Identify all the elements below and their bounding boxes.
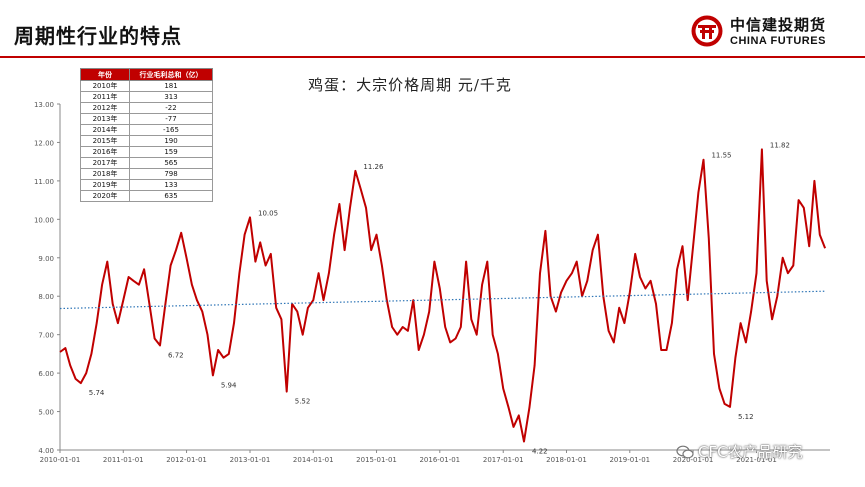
table-row: 2012年 -22 bbox=[80, 102, 213, 114]
table-row: 2016年 159 bbox=[80, 146, 213, 158]
table-cell-profit: 798 bbox=[129, 168, 213, 180]
x-tick-label: 2010-01-01 bbox=[40, 456, 81, 464]
table-cell-year: 2020年 bbox=[80, 190, 130, 202]
table-row: 2011年 313 bbox=[80, 91, 213, 103]
page-title: 周期性行业的特点 bbox=[14, 24, 182, 48]
table-cell-profit: 133 bbox=[129, 179, 213, 191]
table-cell-year: 2013年 bbox=[80, 113, 130, 125]
x-tick-label: 2015-01-01 bbox=[356, 456, 397, 464]
table-cell-year: 2019年 bbox=[80, 179, 130, 191]
table-cell-year: 2010年 bbox=[80, 80, 130, 92]
data-label: 4.22 bbox=[532, 448, 548, 456]
table-cell-profit: 313 bbox=[129, 91, 213, 103]
profit-table: 年份 行业毛利总和（亿） 2010年 181 2011年 313 2012年 -22 … bbox=[80, 68, 213, 202]
x-tick-label: 2017-01-01 bbox=[483, 456, 524, 464]
data-label: 11.26 bbox=[363, 163, 384, 171]
watermark: CFC农产品研究 bbox=[676, 441, 856, 465]
table-header-profit: 行业毛利总和（亿） bbox=[129, 68, 213, 81]
y-tick-label: 11.00 bbox=[34, 178, 54, 186]
table-cell-profit: 635 bbox=[129, 190, 213, 202]
table-cell-profit: -77 bbox=[129, 113, 213, 125]
x-tick-label: 2019-01-01 bbox=[609, 456, 650, 464]
table-cell-profit: 181 bbox=[129, 80, 213, 92]
data-label: 6.72 bbox=[168, 351, 184, 359]
y-tick-label: 7.00 bbox=[38, 332, 54, 340]
data-label: 11.82 bbox=[770, 141, 790, 149]
table-row: 2013年 -77 bbox=[80, 113, 213, 125]
data-label: 5.94 bbox=[221, 381, 237, 389]
data-label: 5.52 bbox=[295, 398, 311, 406]
price-series-line bbox=[59, 148, 827, 443]
x-tick-label: 2020-01-01 bbox=[673, 456, 714, 464]
y-tick-label: 8.00 bbox=[38, 293, 54, 301]
table-row: 2019年 133 bbox=[80, 179, 213, 191]
data-label: 11.55 bbox=[711, 152, 731, 160]
y-tick-label: 4.00 bbox=[38, 447, 54, 455]
table-cell-year: 2018年 bbox=[80, 168, 130, 180]
table-cell-profit: 190 bbox=[129, 135, 213, 147]
y-tick-label: 6.00 bbox=[38, 370, 54, 378]
table-cell-profit: -22 bbox=[129, 102, 213, 114]
x-tick-label: 2016-01-01 bbox=[419, 456, 460, 464]
table-row: 2014年 -165 bbox=[80, 124, 213, 136]
table-cell-year: 2014年 bbox=[80, 124, 130, 136]
table-cell-year: 2015年 bbox=[80, 135, 130, 147]
table-row: 2018年 798 bbox=[80, 168, 213, 180]
table-row: 2020年 635 bbox=[80, 190, 213, 202]
table-cell-year: 2016年 bbox=[80, 146, 130, 158]
table-row: 2010年 181 bbox=[80, 80, 213, 92]
y-tick-label: 5.00 bbox=[38, 409, 54, 417]
x-tick-label: 2014-01-01 bbox=[293, 456, 334, 464]
watermark-text: CFC农产品研究 bbox=[698, 443, 803, 461]
wechat-icon bbox=[676, 445, 694, 459]
table-header-year: 年份 bbox=[80, 68, 130, 81]
x-tick-label: 2018-01-01 bbox=[546, 456, 587, 464]
data-label: 5.74 bbox=[89, 389, 105, 397]
y-tick-label: 9.00 bbox=[38, 255, 54, 263]
table-row: 2015年 190 bbox=[80, 135, 213, 147]
table-cell-year: 2017年 bbox=[80, 157, 130, 169]
header: 周期性行业的特点 中信建投期货 CHINA FUTURES bbox=[0, 0, 865, 58]
company-logo: 中信建投期货 CHINA FUTURES bbox=[690, 14, 860, 52]
x-tick-label: 2011-01-01 bbox=[103, 456, 144, 464]
y-tick-label: 12.00 bbox=[34, 139, 54, 147]
chart-title: 鸡蛋：大宗价格周期 元/千克 bbox=[308, 76, 512, 94]
citic-emblem-icon bbox=[691, 15, 723, 47]
x-tick-label: 2013-01-01 bbox=[230, 456, 271, 464]
x-tick-label: 2012-01-01 bbox=[166, 456, 207, 464]
table-cell-profit: -165 bbox=[129, 124, 213, 136]
logo-text-cn: 中信建投期货 bbox=[730, 16, 827, 34]
table-cell-year: 2011年 bbox=[80, 91, 130, 103]
data-label: 5.12 bbox=[738, 413, 754, 421]
y-tick-label: 10.00 bbox=[34, 216, 54, 224]
y-tick-label: 13.00 bbox=[34, 101, 54, 109]
table-cell-year: 2012年 bbox=[80, 102, 130, 114]
x-tick-label: 2021-01-01 bbox=[736, 456, 777, 464]
table-header-row: 年份 行业毛利总和（亿） bbox=[80, 68, 213, 81]
table-cell-profit: 159 bbox=[129, 146, 213, 158]
trend-line bbox=[59, 290, 826, 310]
table-row: 2017年 565 bbox=[80, 157, 213, 169]
logo-text-en: CHINA FUTURES bbox=[730, 35, 826, 47]
table-cell-profit: 565 bbox=[129, 157, 213, 169]
header-divider bbox=[0, 56, 865, 58]
data-label: 10.05 bbox=[258, 209, 278, 217]
